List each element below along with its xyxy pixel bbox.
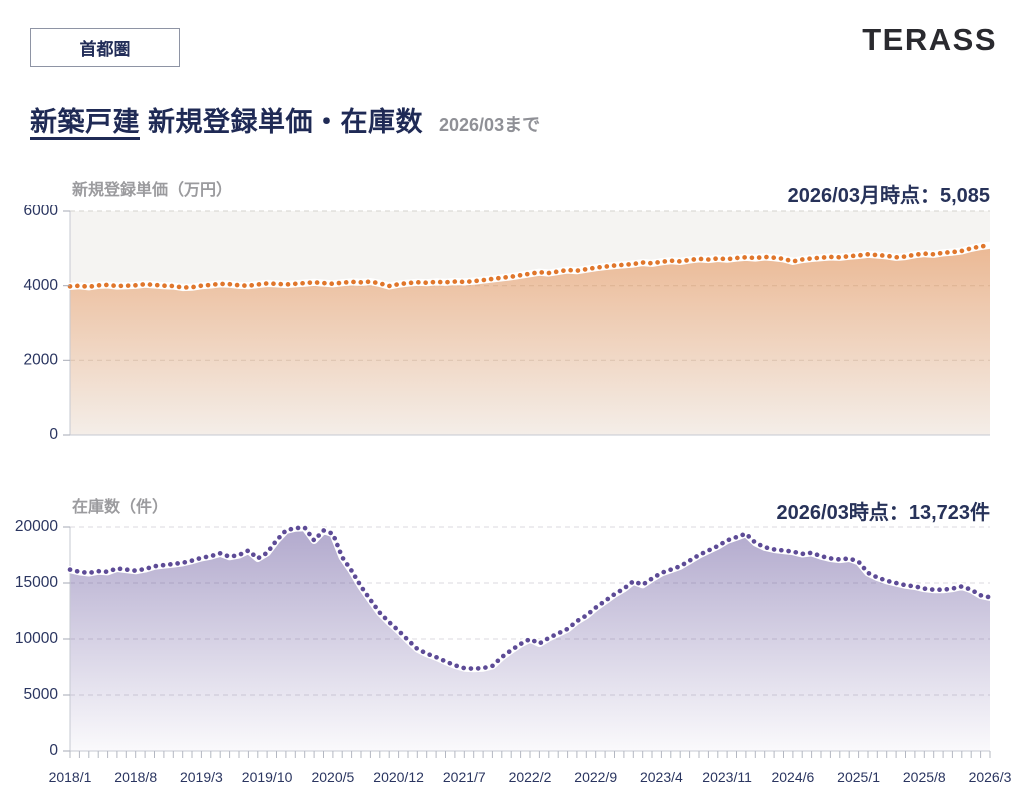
page-title: 新築戸建 新規登録単価・在庫数 xyxy=(30,100,423,139)
page-title-category: 新築戸建 xyxy=(30,107,140,137)
x-axis-tick-label: 2021/7 xyxy=(443,769,486,785)
title-row: 新築戸建 新規登録単価・在庫数 2026/03まで xyxy=(30,100,540,139)
page-title-rest: 新規登録単価・在庫数 xyxy=(140,107,424,137)
y-axis-tick-label: 5000 xyxy=(24,686,59,703)
price-chart-label: 新規登録単価（万円） xyxy=(72,182,233,199)
x-axis-tick-label: 2022/2 xyxy=(509,769,552,785)
x-axis-tick-label: 2023/4 xyxy=(640,769,683,785)
series-line xyxy=(67,242,993,290)
x-axis-tick-label: 2025/8 xyxy=(903,769,946,785)
y-axis-tick-label: 4000 xyxy=(24,277,59,294)
page-subtitle-period: 2026/03まで xyxy=(439,115,541,135)
inventory-chart: 0 5000 10000 15000 20000 2018/1 2018/8 2019/3 20… xyxy=(0,518,1023,796)
x-axis-tick-label: 2018/1 xyxy=(49,769,92,785)
x-axis-tick-label: 2023/11 xyxy=(702,769,752,785)
x-axis-tick-label: 2018/8 xyxy=(114,769,157,785)
x-axis-tick-label: 2026/3 xyxy=(969,769,1012,785)
price-chart-svg: 0 2000 4000 6000 xyxy=(24,202,994,443)
y-axis-tick-label: 10000 xyxy=(15,630,58,647)
y-axis-tick-label: 0 xyxy=(49,742,58,759)
series-line xyxy=(67,525,993,671)
x-axis-tick-label: 2022/9 xyxy=(574,769,617,785)
y-axis-tick-label: 15000 xyxy=(15,574,58,591)
price-chart-latest-annotation: 2026/03月時点：5,085 xyxy=(787,185,990,207)
region-badge-label: 首都圏 xyxy=(79,40,131,59)
x-axis-tick-label: 2024/6 xyxy=(771,769,814,785)
inventory-chart-svg: 0 5000 10000 15000 20000 2018/1 2018/8 2019/3 20… xyxy=(15,518,1012,785)
y-axis-tick-label: 0 xyxy=(49,426,58,443)
inventory-chart-latest-annotation: 2026/03時点：13,723件 xyxy=(776,502,990,524)
x-axis-tick-label: 2019/3 xyxy=(180,769,223,785)
inventory-chart-label: 在庫数（件） xyxy=(72,499,169,516)
region-badge[interactable]: 首都圏 xyxy=(30,28,180,67)
price-chart: 0 2000 4000 6000 xyxy=(0,202,1023,455)
area-fill xyxy=(70,245,990,435)
y-axis-tick-label: 2000 xyxy=(24,351,59,368)
y-axis-tick-label: 20000 xyxy=(15,520,58,535)
x-axis-tick-label: 2020/12 xyxy=(373,769,424,785)
y-axis-tick-label: 6000 xyxy=(24,205,59,219)
x-axis-tick-label: 2019/10 xyxy=(242,769,293,785)
terass-logo: TERASS xyxy=(862,22,997,57)
x-axis-tick-label: 2020/5 xyxy=(311,769,354,785)
x-axis-tick-label: 2025/1 xyxy=(837,769,880,785)
